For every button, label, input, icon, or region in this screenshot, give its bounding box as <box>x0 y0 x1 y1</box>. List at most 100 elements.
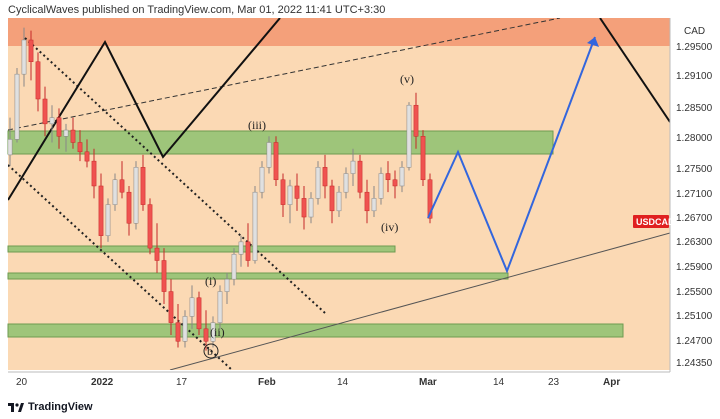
candle-body <box>77 142 83 153</box>
wave-label-v: (v) <box>400 72 414 86</box>
dotted-channel-bottom <box>8 164 233 370</box>
projection-arrowhead <box>587 37 599 47</box>
y-tick: 1.24350 <box>676 358 713 369</box>
candle-body <box>406 104 412 168</box>
candle-body <box>140 167 146 205</box>
x-tick: 2022 <box>91 377 114 388</box>
supply-zone <box>7 130 554 155</box>
support-trendline <box>169 232 670 370</box>
zigzag-wave-path <box>8 18 281 201</box>
y-tick: 1.29500 <box>676 42 713 53</box>
y-tick: 1.27500 <box>676 164 713 175</box>
candle-body <box>427 179 433 219</box>
currency-label: CAD <box>684 26 705 37</box>
wave-label-iii: (iii) <box>248 118 266 132</box>
wave-b-circle <box>203 343 219 359</box>
projected-wave-path <box>427 36 596 274</box>
candle-body <box>364 191 370 212</box>
candle-body <box>28 39 34 62</box>
candle-body <box>35 61 41 100</box>
candle-body <box>56 117 62 137</box>
candle-body <box>231 254 237 280</box>
candle-body <box>280 179 286 205</box>
support-zone-1 <box>7 245 396 253</box>
wave-label-ii: (ii) <box>210 325 225 339</box>
y-tick: 1.28000 <box>676 133 713 144</box>
candle-body <box>392 179 398 187</box>
candle-body <box>322 167 328 187</box>
y-tick: 1.28500 <box>676 103 713 114</box>
candle-body <box>175 322 181 342</box>
tradingview-brand[interactable]: TradingView <box>28 401 93 413</box>
support-zone-2 <box>7 272 509 280</box>
candle-body <box>42 98 48 125</box>
x-tick: 14 <box>337 377 349 388</box>
candle-body <box>224 278 230 292</box>
resistance-zone-upper <box>8 18 670 46</box>
candle-body <box>301 198 307 218</box>
y-tick: 1.26700 <box>676 213 713 224</box>
candle-body <box>105 204 111 236</box>
candle-body <box>315 167 321 199</box>
price-axis: CAD 1.29500 1.29100 1.28500 1.28000 1.27… <box>633 18 713 372</box>
candle-body <box>70 129 76 143</box>
x-tick: 20 <box>16 377 28 388</box>
symbol-tag: USDCAD <box>636 217 675 227</box>
candle-body <box>154 247 160 261</box>
x-tick: 17 <box>176 377 188 388</box>
candle-body <box>8 139 13 156</box>
candle-body <box>378 173 384 199</box>
candle-body <box>84 151 90 162</box>
wave-label-iv: (iv) <box>381 220 398 234</box>
candle-body <box>308 198 314 218</box>
publisher-caption: CyclicalWaves published on TradingView.c… <box>8 4 386 16</box>
candle-body <box>189 297 195 317</box>
dashed-channel-upper <box>8 18 561 131</box>
x-tick: Mar <box>419 377 437 388</box>
wave-labels: (iii) (v) (iv) (i) (ii) b <box>203 72 414 359</box>
x-tick: 23 <box>548 377 560 388</box>
candle-body <box>147 204 153 249</box>
candle-body <box>63 129 69 137</box>
candle-body <box>273 142 279 181</box>
candle-body <box>329 185 335 212</box>
y-tick: 1.25900 <box>676 262 713 273</box>
candle-body <box>217 291 223 323</box>
candle-body <box>266 142 272 168</box>
candle-body <box>196 297 202 330</box>
candles-group <box>8 27 433 351</box>
candle-body <box>238 241 244 255</box>
candle-body <box>420 136 426 181</box>
candle-body <box>133 167 139 224</box>
y-tick: 1.26300 <box>676 237 713 248</box>
candle-body <box>98 185 104 236</box>
candle-body <box>126 191 132 224</box>
candle-body <box>294 185 300 199</box>
candle-body <box>21 39 27 75</box>
wave-label-i: (i) <box>205 274 216 288</box>
candle-body <box>245 241 251 261</box>
projection-layer <box>427 36 599 274</box>
candle-body <box>203 328 209 342</box>
candle-body <box>161 260 167 292</box>
candle-body <box>119 179 125 193</box>
candle-body <box>350 160 356 174</box>
candle-body <box>399 167 405 187</box>
candle-body <box>182 316 188 342</box>
candle-body <box>112 179 118 205</box>
candle-body <box>252 191 258 261</box>
time-axis: 20 2022 17 Feb 14 Mar 14 23 Apr <box>8 371 670 388</box>
zigzag-wave-path-right <box>599 18 670 123</box>
candle-body <box>413 104 419 137</box>
tradingview-logo-icon[interactable] <box>8 401 24 413</box>
candle-body <box>336 191 342 212</box>
y-tick: 1.25100 <box>676 311 713 322</box>
candle-body <box>91 160 97 187</box>
candle-body <box>14 73 20 140</box>
candle-body <box>343 173 349 193</box>
footer: TradingView <box>8 399 93 415</box>
x-tick: Feb <box>258 377 276 388</box>
y-tick: 1.24700 <box>676 336 713 347</box>
x-tick: Apr <box>603 377 620 388</box>
